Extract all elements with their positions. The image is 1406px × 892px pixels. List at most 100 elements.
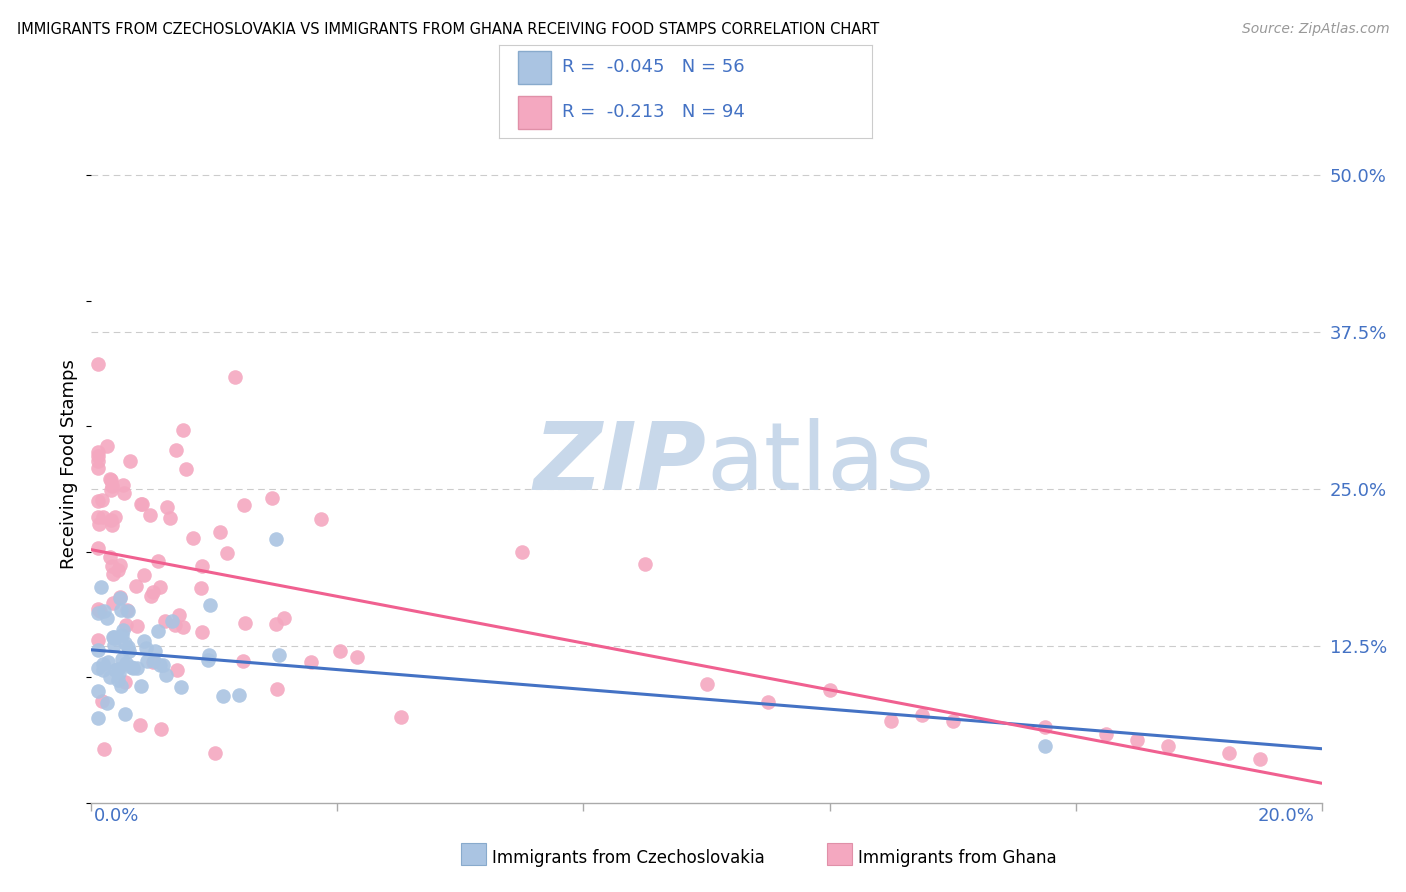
Point xyxy=(86,450,108,464)
Point xyxy=(143,644,166,658)
Point xyxy=(264,532,287,546)
Point xyxy=(232,654,254,668)
Point xyxy=(97,655,120,669)
Point xyxy=(269,648,291,663)
Point xyxy=(87,607,110,621)
Point xyxy=(87,516,110,531)
Point xyxy=(108,558,131,572)
Point xyxy=(233,616,256,631)
Point xyxy=(208,524,231,539)
Point xyxy=(114,707,136,722)
Point xyxy=(142,585,165,599)
Point xyxy=(118,454,141,468)
Point xyxy=(110,591,132,605)
Point xyxy=(86,444,108,458)
Point xyxy=(110,603,132,617)
Point xyxy=(212,689,235,703)
Text: atlas: atlas xyxy=(706,417,935,510)
Point xyxy=(131,497,153,511)
Point xyxy=(146,624,169,639)
Point xyxy=(148,554,170,568)
Point xyxy=(190,581,212,595)
Point xyxy=(159,511,181,525)
Point xyxy=(266,681,288,696)
FancyBboxPatch shape xyxy=(517,96,551,129)
Point xyxy=(167,607,190,622)
Text: Immigrants from Czechoslovakia: Immigrants from Czechoslovakia xyxy=(492,849,765,867)
Point xyxy=(346,650,368,665)
Point xyxy=(115,603,138,617)
Point xyxy=(103,567,125,582)
Point xyxy=(152,657,174,672)
Point xyxy=(198,648,221,662)
Point xyxy=(86,602,108,616)
Point xyxy=(91,694,114,708)
Point xyxy=(96,439,118,453)
Point xyxy=(389,710,412,724)
Point xyxy=(129,497,152,511)
Point xyxy=(86,661,108,675)
Point xyxy=(86,357,108,371)
Point xyxy=(191,559,214,574)
Point xyxy=(1249,752,1271,766)
Point xyxy=(86,711,108,725)
Point xyxy=(125,619,148,633)
Point xyxy=(111,628,134,642)
Point xyxy=(103,631,125,645)
Point xyxy=(107,666,129,681)
Point xyxy=(118,643,141,657)
Point xyxy=(696,676,718,690)
Point xyxy=(101,518,124,533)
Point xyxy=(1218,746,1240,760)
Point xyxy=(160,614,183,628)
Point xyxy=(942,714,965,729)
Point xyxy=(100,473,122,487)
Point xyxy=(91,664,114,678)
Point xyxy=(142,654,165,668)
Point xyxy=(510,545,533,559)
Point xyxy=(107,662,129,676)
Point xyxy=(172,620,194,634)
Point xyxy=(260,491,283,505)
Point xyxy=(132,567,155,582)
Point xyxy=(228,689,250,703)
Point xyxy=(117,640,139,654)
Point xyxy=(91,657,114,672)
Point xyxy=(117,604,139,618)
Point xyxy=(111,477,134,491)
Point xyxy=(309,512,332,526)
FancyBboxPatch shape xyxy=(517,51,551,84)
Point xyxy=(156,500,179,514)
Point xyxy=(204,746,226,760)
Point xyxy=(329,644,352,658)
Point xyxy=(111,652,134,666)
Point xyxy=(132,634,155,648)
Point xyxy=(1033,739,1056,754)
Point xyxy=(104,663,127,677)
Point xyxy=(107,563,129,577)
Point xyxy=(149,658,172,673)
Point xyxy=(104,509,127,524)
Point xyxy=(136,654,159,668)
Text: 20.0%: 20.0% xyxy=(1258,807,1315,825)
Point xyxy=(756,695,779,709)
Point xyxy=(86,633,108,648)
Point xyxy=(155,668,177,682)
Point xyxy=(90,581,112,595)
Point xyxy=(101,558,124,573)
Point xyxy=(273,610,295,624)
Point xyxy=(1157,739,1180,754)
Point xyxy=(108,591,131,606)
Point xyxy=(103,639,125,653)
Point xyxy=(98,472,121,486)
Point xyxy=(122,661,145,675)
Point xyxy=(89,604,111,618)
Point xyxy=(96,611,118,625)
Point xyxy=(98,670,121,684)
Point xyxy=(165,618,187,632)
Text: Immigrants from Ghana: Immigrants from Ghana xyxy=(858,849,1056,867)
Point xyxy=(98,550,121,565)
Text: R =  -0.213   N = 94: R = -0.213 N = 94 xyxy=(562,103,745,121)
Point xyxy=(110,679,132,693)
Text: Source: ZipAtlas.com: Source: ZipAtlas.com xyxy=(1241,22,1389,37)
